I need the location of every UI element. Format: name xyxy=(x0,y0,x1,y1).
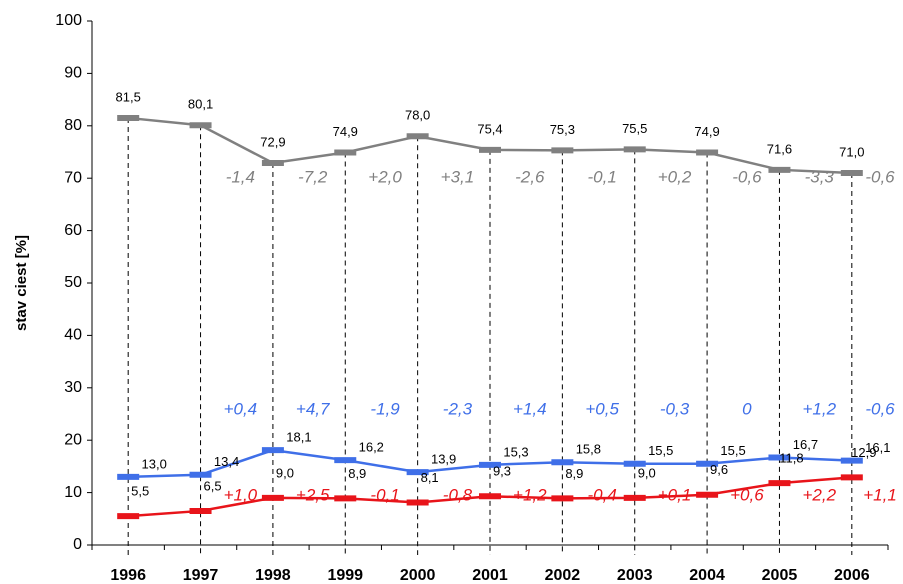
value-label: 15,5 xyxy=(648,443,673,458)
annotation: +2,5 xyxy=(296,485,330,504)
value-label: 9,0 xyxy=(276,465,294,480)
annotation: +0,6 xyxy=(730,485,764,504)
value-label: 13,0 xyxy=(142,456,167,471)
y-tick-label: 20 xyxy=(64,431,82,448)
value-label: 75,5 xyxy=(622,121,647,136)
annotation: +3,1 xyxy=(441,167,475,186)
value-label: 16,2 xyxy=(359,440,384,455)
annotation: -1,4 xyxy=(226,167,255,186)
value-label: 72,9 xyxy=(260,134,285,149)
annotation: 0 xyxy=(742,399,752,418)
annotation: -0,4 xyxy=(588,485,617,504)
annotation: +1,2 xyxy=(802,399,836,418)
annotation: +0,4 xyxy=(224,399,258,418)
annotation: -1,9 xyxy=(370,399,400,418)
y-tick-label: 100 xyxy=(55,12,82,29)
value-label: 80,1 xyxy=(188,97,213,112)
x-tick-label: 2001 xyxy=(472,567,508,584)
y-tick-label: 30 xyxy=(64,379,82,396)
value-label: 15,3 xyxy=(503,444,528,459)
value-label: 13,9 xyxy=(431,452,456,467)
value-label: 8,9 xyxy=(348,466,366,481)
x-tick-label: 2003 xyxy=(617,567,653,584)
x-tick-label: 1996 xyxy=(110,567,146,584)
annotation: +1,4 xyxy=(513,399,547,418)
value-label: 16,7 xyxy=(793,437,818,452)
x-tick-label: 2005 xyxy=(762,567,798,584)
annotation: +0,5 xyxy=(585,399,619,418)
value-label: 71,0 xyxy=(839,144,864,159)
annotation: -0,8 xyxy=(443,485,473,504)
x-tick-label: 1999 xyxy=(327,567,363,584)
annotation: +1,2 xyxy=(513,485,547,504)
value-label: 18,1 xyxy=(286,430,311,445)
annotation: +1,1 xyxy=(863,485,897,504)
annotation: -2,6 xyxy=(515,167,545,186)
y-tick-label: 90 xyxy=(64,65,82,82)
y-tick-label: 80 xyxy=(64,117,82,134)
value-label: 16,1 xyxy=(865,440,890,455)
y-tick-label: 70 xyxy=(64,169,82,186)
y-tick-label: 0 xyxy=(73,536,82,553)
annotation: -7,2 xyxy=(298,167,328,186)
value-label: 9,3 xyxy=(493,464,511,479)
annotation: +4,7 xyxy=(296,399,330,418)
annotation: +2,2 xyxy=(802,485,836,504)
value-label: 78,0 xyxy=(405,108,430,123)
x-tick-label: 2006 xyxy=(834,567,870,584)
annotation: -0,1 xyxy=(370,485,399,504)
value-label: 8,1 xyxy=(421,470,439,485)
annotation: -0,6 xyxy=(865,399,895,418)
value-label: 75,4 xyxy=(477,121,502,136)
y-tick-label: 60 xyxy=(64,222,82,239)
value-label: 9,6 xyxy=(710,462,728,477)
value-label: 8,9 xyxy=(565,466,583,481)
value-label: 74,9 xyxy=(694,124,719,139)
annotation: -0,6 xyxy=(865,167,895,186)
y-tick-label: 50 xyxy=(64,274,82,291)
annotation: +0,2 xyxy=(658,167,692,186)
x-tick-label: 2000 xyxy=(400,567,436,584)
annotation: -0,1 xyxy=(588,167,617,186)
value-label: 12,9 xyxy=(851,445,876,460)
value-label: 13,4 xyxy=(214,454,239,469)
value-label: 15,8 xyxy=(576,442,601,457)
x-tick-label: 1998 xyxy=(255,567,291,584)
value-label: 5,5 xyxy=(131,484,149,499)
annotation: +1,0 xyxy=(224,485,258,504)
value-label: 6,5 xyxy=(204,478,222,493)
value-label: 11,8 xyxy=(779,451,803,466)
x-tick-label: 2004 xyxy=(689,567,725,584)
x-tick-label: 2002 xyxy=(545,567,581,584)
y-tick-label: 40 xyxy=(64,327,82,344)
value-label: 71,6 xyxy=(767,141,792,156)
annotation: -0,3 xyxy=(660,399,690,418)
value-label: 75,3 xyxy=(550,122,575,137)
value-label: 74,9 xyxy=(333,124,358,139)
annotation: +0,1 xyxy=(658,485,692,504)
annotation: -0,6 xyxy=(732,167,762,186)
y-axis-label: stav ciest [%] xyxy=(13,235,30,331)
annotation: +2,0 xyxy=(368,167,402,186)
x-tick-label: 1997 xyxy=(183,567,219,584)
y-tick-label: 10 xyxy=(64,484,82,501)
annotation: -3,3 xyxy=(805,167,835,186)
value-label: 9,0 xyxy=(638,465,656,480)
annotation: -2,3 xyxy=(443,399,473,418)
value-label: 81,5 xyxy=(116,89,141,104)
value-label: 15,5 xyxy=(720,443,745,458)
